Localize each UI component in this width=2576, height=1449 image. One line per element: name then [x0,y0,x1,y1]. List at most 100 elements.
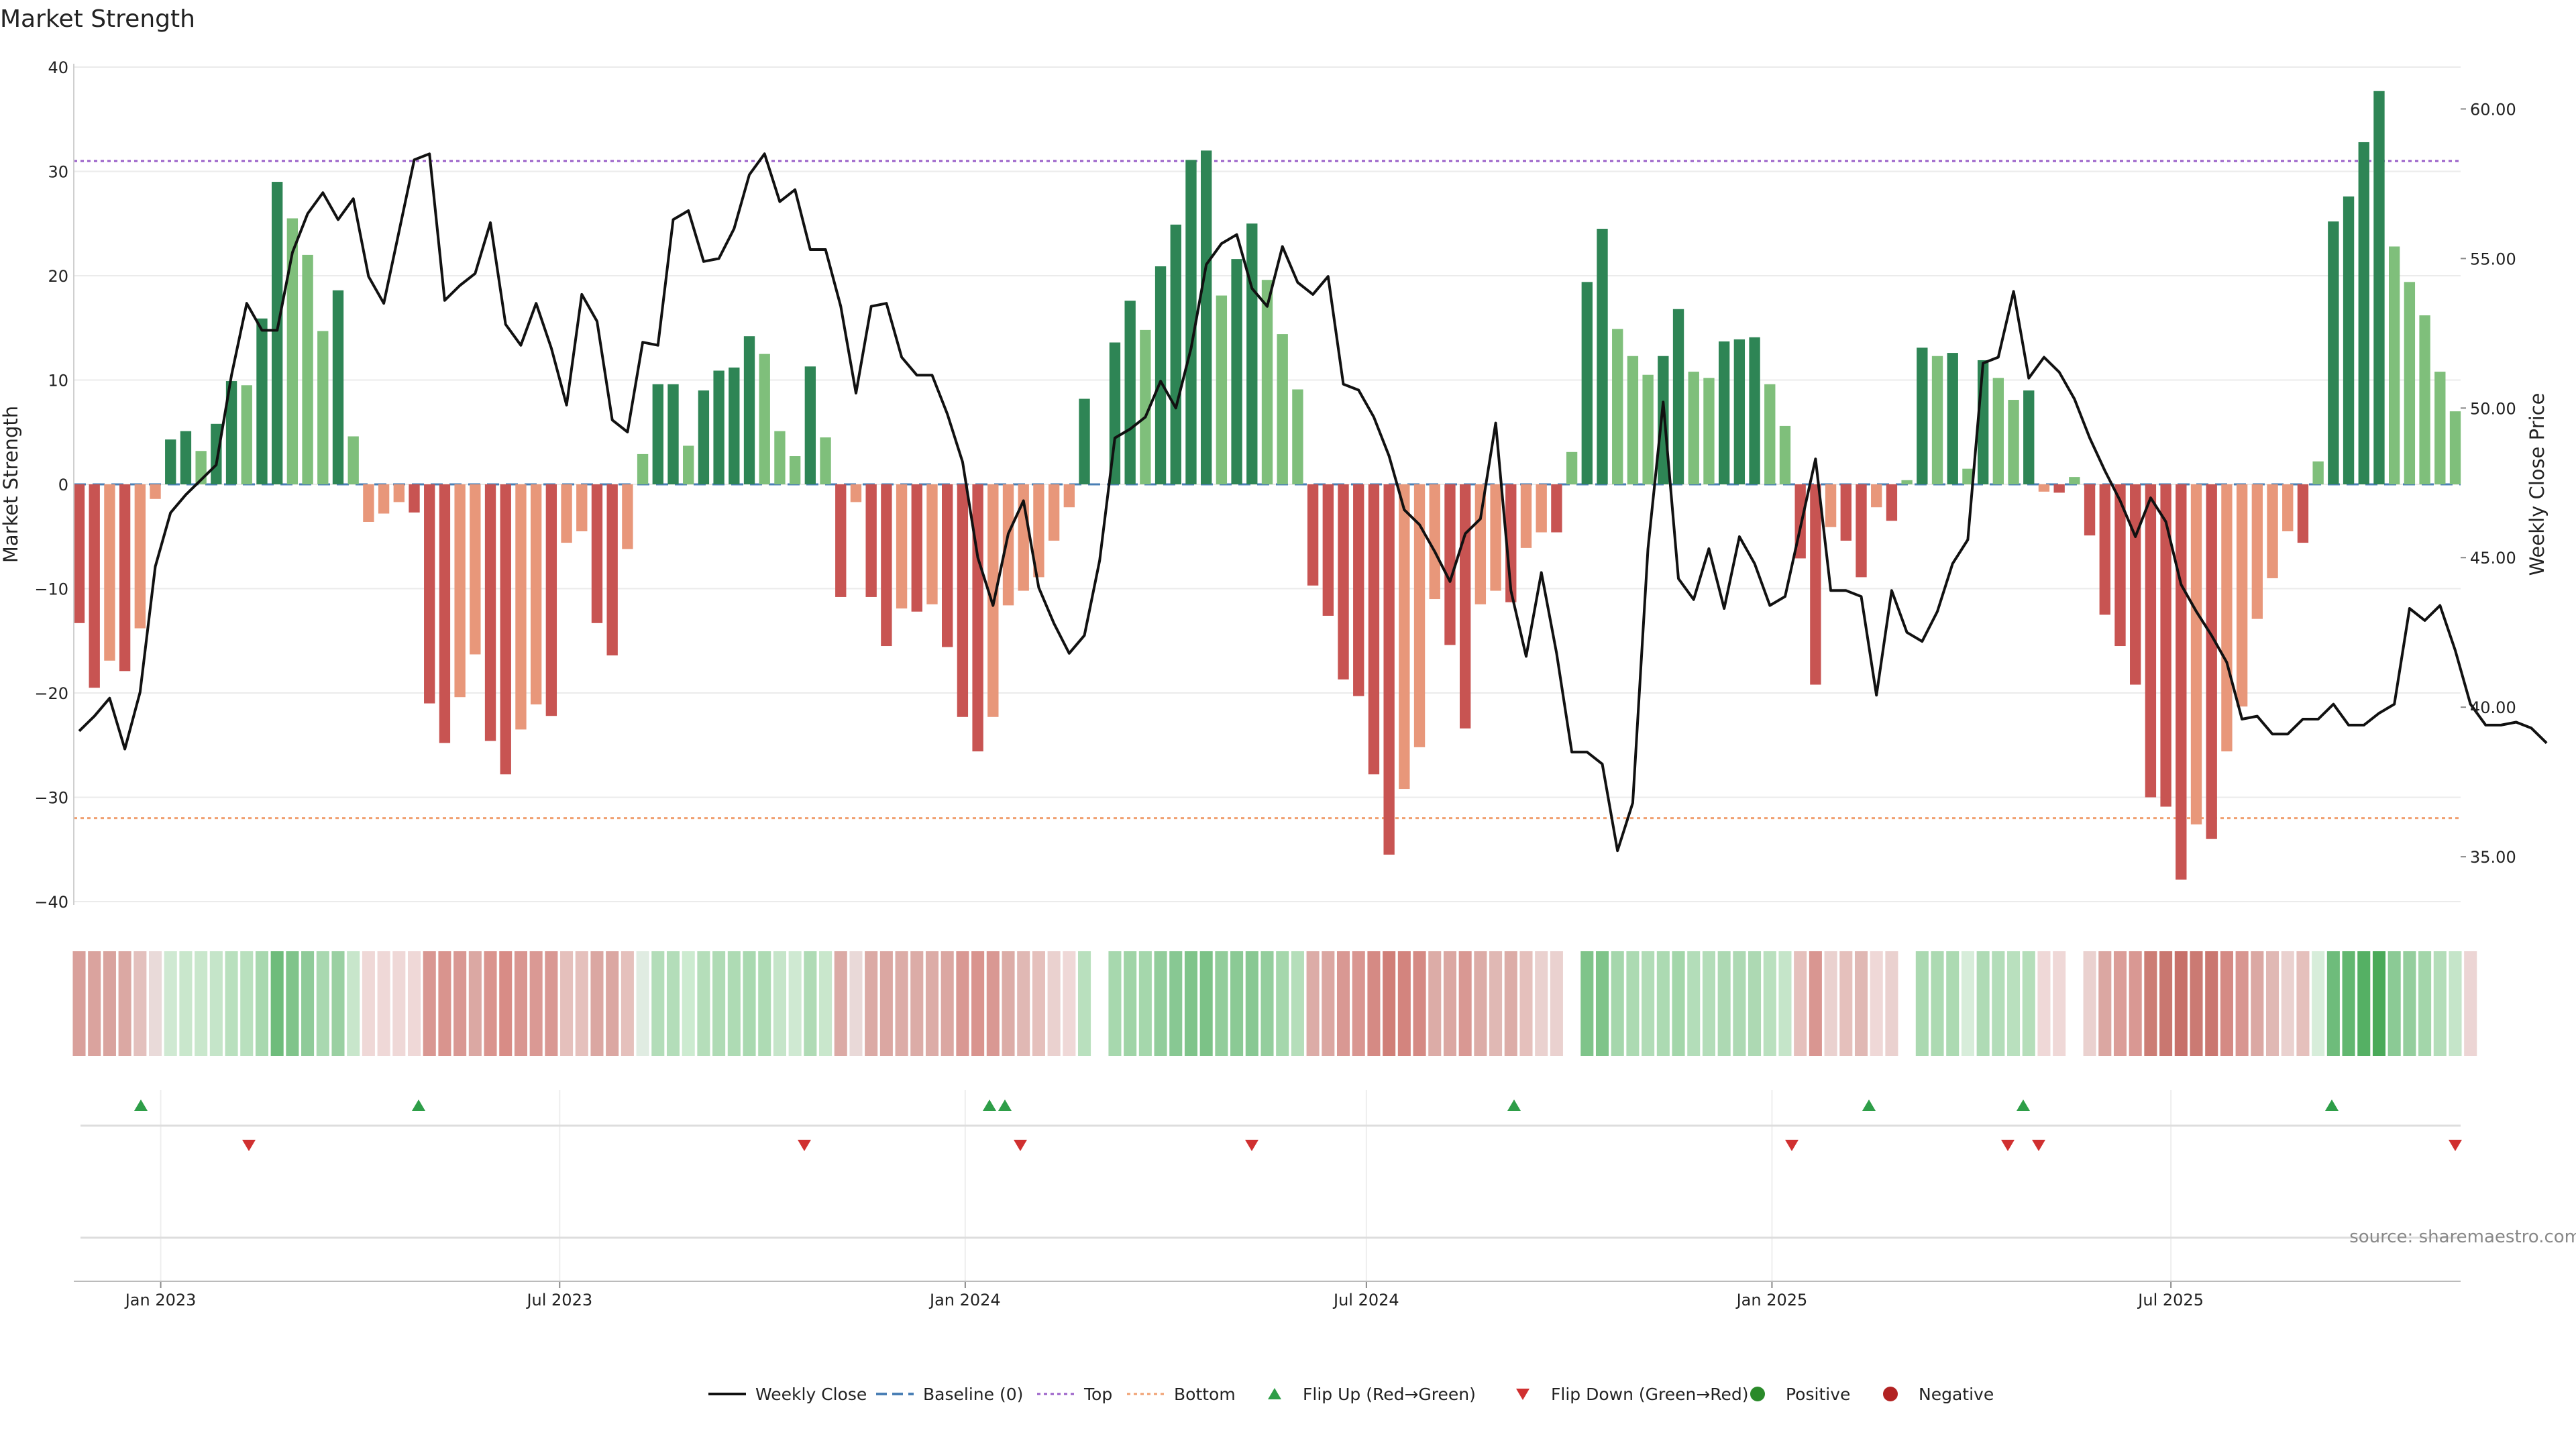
chart-title: Market Strength [0,5,195,33]
heat-cell [712,951,726,1056]
heat-cell [575,951,588,1056]
strength-bar [698,390,710,484]
flip-down-marker [1014,1140,1027,1151]
strength-bar [2328,221,2339,484]
strength-bar [150,484,161,499]
strength-bar [1124,301,1136,484]
strength-bar [1307,484,1319,586]
heat-cell [2144,951,2157,1056]
strength-bar [1886,484,1898,521]
strength-bar [424,484,435,704]
strength-bar [1231,259,1242,484]
heat-cell [331,951,345,1056]
legend-label: Flip Up (Red→Green) [1303,1385,1476,1404]
x-tick-label: Jul 2023 [525,1291,592,1309]
legend-label: Negative [1919,1385,1994,1404]
heat-cell [2387,951,2401,1056]
strength-bar [1810,484,1821,685]
strength-bar [165,439,176,484]
strength-bar [225,381,237,484]
heat-cell [1352,951,1365,1056]
strength-bar [2419,315,2430,484]
heat-cell [758,951,771,1056]
strength-bar [713,370,724,484]
strength-bar [1201,150,1212,484]
strength-bar [1825,484,1837,527]
strength-bar [1947,353,1958,484]
strength-bar [1703,378,1715,484]
x-tick-label: Jul 2025 [2137,1291,2204,1309]
heat-cell [1626,951,1640,1056]
heat-cell [468,951,482,1056]
strength-bar [789,456,801,484]
strength-bar [667,384,679,484]
strength-bar [2389,246,2400,484]
heat-cell [2190,951,2203,1056]
heat-cell [1931,951,1944,1056]
heat-cell [453,951,467,1056]
heat-cell [499,951,513,1056]
strength-bar [530,484,542,705]
heat-cell [1443,951,1456,1056]
heat-cell [727,951,741,1056]
y-tick-label: −30 [34,789,68,808]
heat-cell [1824,951,1837,1056]
strength-bar [332,290,344,484]
heat-cell [1474,951,1487,1056]
strength-bar [2084,484,2096,536]
heat-cell [1778,951,1792,1056]
heat-cell [88,951,101,1056]
y-tick-label: 0 [58,476,68,494]
heat-cell [1748,951,1762,1056]
strength-bar [911,484,922,612]
heat-cell [225,951,238,1056]
strength-bar [1749,337,1760,484]
heat-cell [362,951,375,1056]
strength-bar [637,453,649,484]
strength-bar [1551,484,1562,533]
strength-bar [1246,223,1258,484]
heat-cell [529,951,543,1056]
heat-cell [2113,951,2127,1056]
heat-cell [1017,951,1030,1056]
strength-bar [454,484,466,698]
strength-bar [1931,356,1943,484]
heat-cell [2220,951,2233,1056]
strength-bar [1840,484,1851,541]
strength-bar [119,484,131,672]
heat-cell [103,951,116,1056]
strength-bar [2099,484,2110,615]
heat-cell [1063,951,1076,1056]
strength-bar [2358,142,2369,484]
y-tick-label: −20 [34,684,68,703]
heat-cell [1199,951,1213,1056]
heat-cell [879,951,893,1056]
heat-cell [240,951,254,1056]
heat-cell [1260,951,1274,1056]
heat-cell [2022,951,2035,1056]
strength-bar [1871,484,1882,508]
heat-cell [1093,951,1106,1056]
y-tick-label: 20 [48,267,68,286]
heat-cell [347,951,360,1056]
heat-cell [1383,951,1396,1056]
heat-cell [2372,951,2386,1056]
heat-strip [72,951,2477,1056]
y2-tick-label: 60.00 [2470,100,2516,119]
legend-item: Flip Down (Green→Red) [1516,1385,1749,1404]
strength-bar [576,484,588,531]
strength-bar [896,484,908,609]
strength-bar [134,484,146,629]
strength-bar [1688,372,1699,484]
heat-cell [2357,951,2371,1056]
heat-cell [788,951,802,1056]
heat-cell [1047,951,1061,1056]
heat-cell [195,951,208,1056]
heat-cell [1138,951,1152,1056]
flip-down-marker [798,1140,811,1151]
strength-bar [1962,468,1974,484]
legend-item: Top [1037,1385,1112,1404]
strength-bar [1338,484,1349,680]
heat-cell [2464,951,2477,1056]
strength-bar [957,484,969,717]
